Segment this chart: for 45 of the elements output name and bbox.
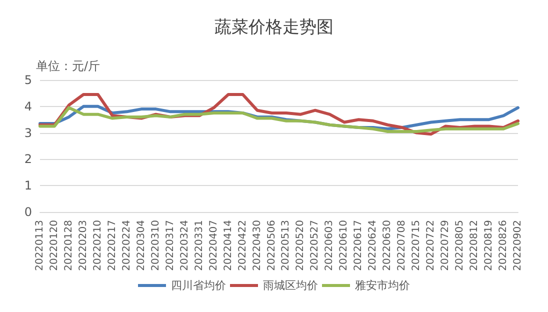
x-tick-label: 20220708 bbox=[396, 220, 408, 271]
x-tick-label: 20220513 bbox=[280, 220, 292, 271]
x-tick-label: 20220630 bbox=[382, 220, 394, 271]
x-tick-label: 20220407 bbox=[208, 220, 220, 271]
x-tick-label: 20220217 bbox=[106, 220, 118, 271]
x-tick-label: 20220729 bbox=[440, 220, 452, 271]
y-tick-label: 4 bbox=[24, 99, 32, 114]
text: 单位：元/斤 bbox=[36, 59, 100, 73]
x-tick-label: 20220317 bbox=[164, 220, 176, 271]
y-tick-label: 5 bbox=[24, 73, 32, 87]
x-tick-label: 20220826 bbox=[498, 220, 510, 271]
x-tick-label: 20220722 bbox=[426, 220, 437, 271]
y-tick-label: 1 bbox=[24, 178, 32, 193]
x-tick-label: 20220819 bbox=[484, 220, 495, 271]
legend-label: 雅安市均价 bbox=[355, 279, 410, 292]
x-tick-label: 20220203 bbox=[78, 220, 89, 271]
x-tick-label: 20220506 bbox=[266, 220, 278, 271]
legend-label: 四川省均价 bbox=[171, 279, 226, 292]
y-tick-label: 2 bbox=[24, 152, 32, 166]
x-tick-label: 20220527 bbox=[310, 220, 321, 271]
x-tick-label: 20220430 bbox=[252, 220, 263, 271]
x-tick-label: 20220324 bbox=[179, 220, 190, 271]
x-tick-label: 20220715 bbox=[411, 220, 422, 271]
y-tick-label: 3 bbox=[24, 126, 32, 140]
x-tick-label: 20220805 bbox=[454, 220, 466, 271]
x-tick-label: 20220610 bbox=[338, 220, 350, 271]
x-tick-label: 20220624 bbox=[368, 220, 379, 271]
x-tick-label: 20220520 bbox=[295, 220, 306, 271]
x-tick-label: 20220617 bbox=[353, 220, 364, 271]
x-tick-label: 20220304 bbox=[136, 220, 147, 271]
x-tick-label: 20220120 bbox=[48, 220, 60, 271]
x-tick-label: 20220310 bbox=[150, 220, 162, 271]
chart-title: 蔬菜价格走势图 bbox=[214, 18, 334, 38]
x-tick-label: 20220414 bbox=[222, 220, 234, 271]
x-tick-label: 20220113 bbox=[34, 220, 46, 271]
x-tick-label: 20220603 bbox=[324, 220, 336, 271]
x-tick-label: 20220128 bbox=[63, 220, 74, 271]
x-tick-label: 20220902 bbox=[512, 220, 524, 271]
x-tick-label: 20220812 bbox=[469, 220, 480, 271]
x-tick-label: 20220224 bbox=[121, 220, 132, 271]
x-tick-label: 20220422 bbox=[237, 220, 248, 271]
x-tick-label: 20220210 bbox=[92, 220, 104, 271]
y-tick-label: 0 bbox=[24, 205, 32, 219]
legend-label: 雨城区均价 bbox=[263, 279, 318, 292]
x-tick-label: 20220331 bbox=[194, 220, 205, 271]
